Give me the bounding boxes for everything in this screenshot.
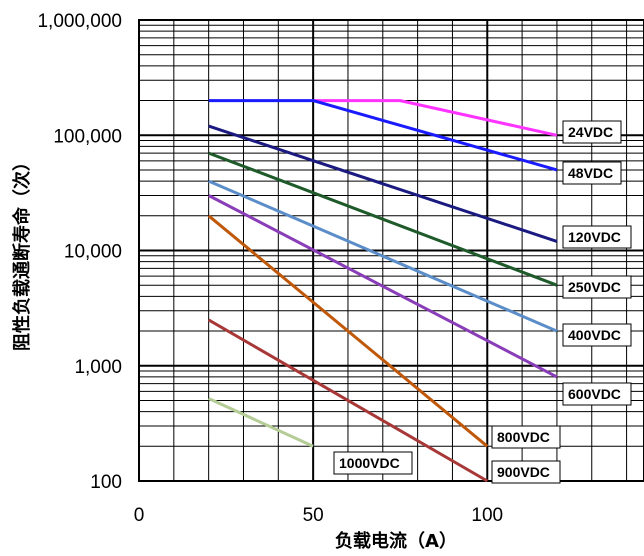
y-tick-label: 1,000,000 (37, 11, 122, 32)
series-label-48vdc: 48VDC (568, 165, 613, 181)
y-axis-title: 阻性负载通断寿命（次） (11, 153, 33, 351)
series-line-120vdc (208, 124, 558, 243)
series-label-box-250vdc (562, 275, 632, 299)
series-line-900vdc (207, 318, 489, 483)
series-line-400vdc (208, 179, 558, 333)
y-tick-label: 10,000 (64, 242, 122, 263)
series-label-box-600vdc (562, 382, 632, 406)
y-tick-label: 100 (90, 472, 122, 493)
series-label-box-400vdc (562, 323, 632, 347)
x-tick-label: 0 (134, 505, 145, 526)
series-label-1000vdc: 1000VDC (339, 455, 400, 471)
series-line-800vdc (207, 214, 489, 448)
series-line-48vdc (208, 99, 558, 172)
grid (139, 20, 644, 481)
x-tick-label: 50 (303, 505, 324, 526)
series-line-250vdc (208, 151, 558, 287)
series-label-box-120vdc (562, 225, 632, 249)
tick-labels: 0 50 100 100 1,000 10,000 100,000 1,000,000 (37, 11, 503, 526)
series-label-box-1000vdc (333, 451, 413, 475)
x-axis-title: 负载电流（A） (335, 530, 457, 552)
series-line-1000vdc (208, 397, 314, 448)
series-label-800vdc: 800VDC (497, 429, 550, 445)
series-label-box-800vdc (491, 425, 561, 449)
series-label-120vdc: 120VDC (568, 229, 621, 245)
series-label-400vdc: 400VDC (568, 327, 621, 343)
series-label-box-48vdc (562, 161, 622, 185)
series-label-24vdc: 24VDC (568, 124, 613, 140)
series-line-600vdc (208, 194, 558, 379)
plot-frame (138, 19, 644, 482)
x-tick-label: 100 (471, 505, 503, 526)
series-label-900vdc: 900VDC (497, 464, 550, 480)
series-labels: 24VDC 48VDC 120VDC 250VDC 400VDC 600VDC 800VDC… (333, 120, 632, 484)
series-lines (207, 99, 558, 483)
series-label-600vdc: 600VDC (568, 386, 621, 402)
series-label-250vdc: 250VDC (568, 279, 621, 295)
series-label-box-24vdc (562, 120, 622, 144)
y-tick-label: 100,000 (53, 126, 122, 147)
y-tick-label: 1,000 (74, 357, 122, 378)
series-label-box-900vdc (491, 460, 561, 484)
series-line-24vdc (313, 99, 558, 137)
